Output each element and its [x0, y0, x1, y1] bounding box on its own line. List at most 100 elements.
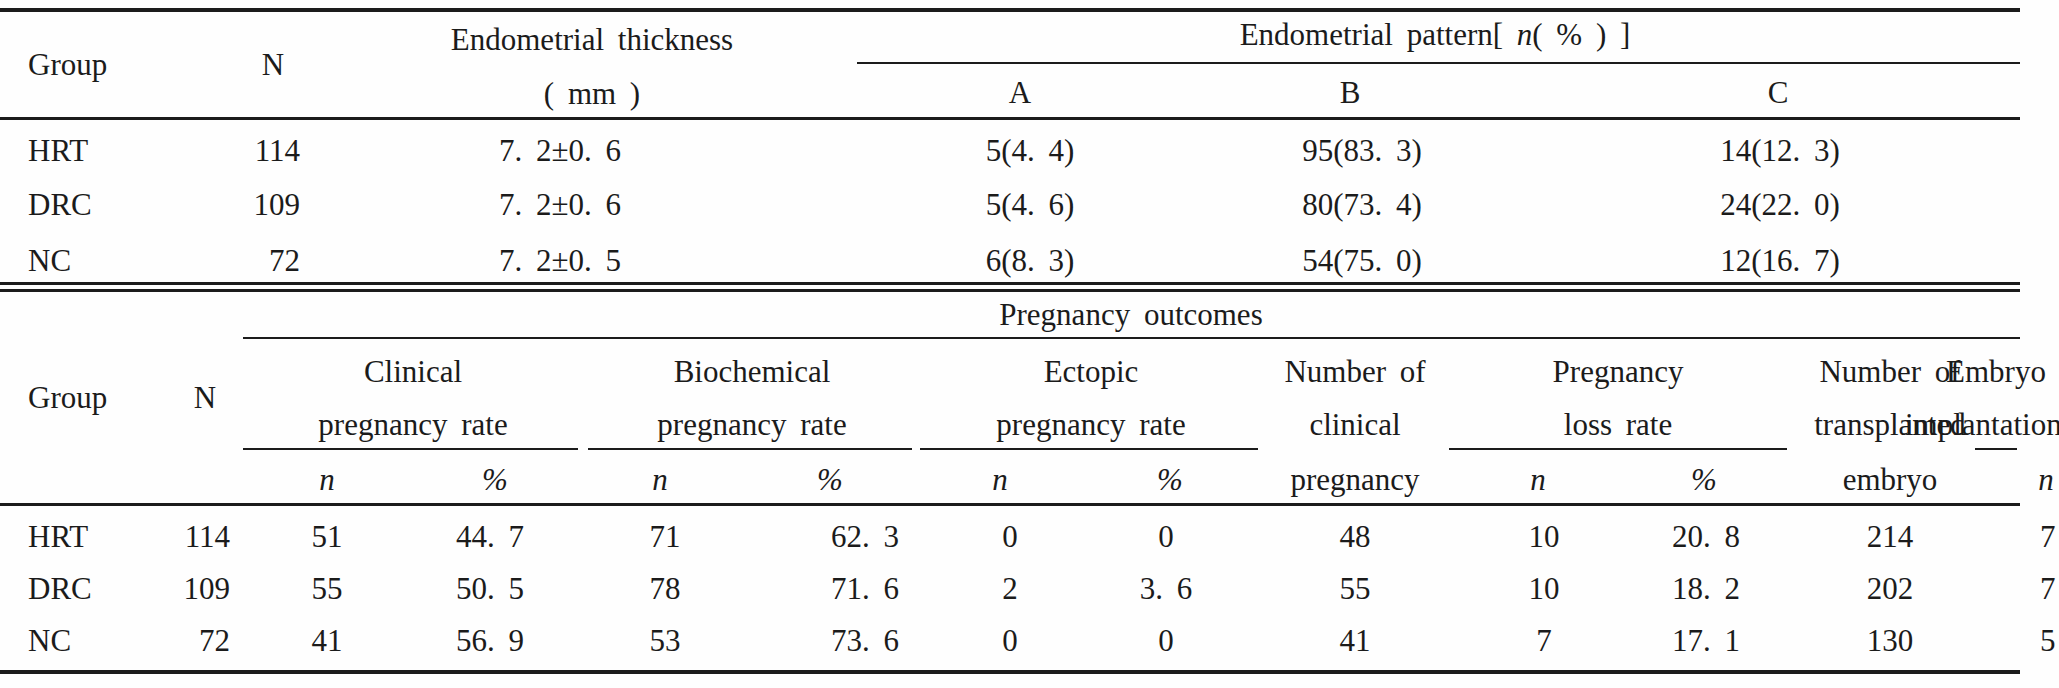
- t2-row-biochemical-pct: 73. 6: [831, 625, 899, 656]
- t2-row-clinical-pct: 44. 7: [456, 521, 524, 552]
- t2-row-biochemical-n: 78: [650, 573, 681, 604]
- t2-ectopic-header-line2: pregnancy rate: [996, 409, 1185, 440]
- t2-ectopic-rule: [920, 448, 1258, 450]
- t1-row-pattern-a: 5(4. 6): [986, 189, 1075, 220]
- t2-row-clinical-n: 41: [312, 625, 343, 656]
- t2-n-header: N: [194, 382, 216, 413]
- t2-bottom-rule: [0, 670, 2020, 674]
- t2-implantation-n-subheader: n: [2038, 464, 2054, 495]
- t2-transplanted-header-line1: Number of: [1819, 356, 1960, 387]
- t1-row-group: HRT: [28, 135, 88, 166]
- t2-clinical-rule: [243, 448, 578, 450]
- t2-row-implantation-clipped: 5: [2040, 625, 2056, 656]
- t2-row-clinical-pct: 50. 5: [456, 573, 524, 604]
- t1-thickness-header-line1: Endometrial thickness: [451, 24, 733, 55]
- t1-row-pattern-b: 80(73. 4): [1302, 189, 1422, 220]
- t2-row-group: NC: [28, 625, 71, 656]
- t2-group-header: Group: [28, 382, 107, 413]
- t2-row-implantation-clipped: 7: [2040, 573, 2056, 604]
- t2-row-num-clinical: 55: [1340, 573, 1371, 604]
- t2-row-clinical-n: 55: [312, 573, 343, 604]
- t2-loss-header-line1: Pregnancy: [1553, 356, 1684, 387]
- t1-row-pattern-a: 6(8. 3): [986, 245, 1075, 276]
- t1-col-b-header: B: [1340, 77, 1361, 108]
- t2-biochemical-pct-subheader: %: [817, 464, 843, 495]
- t1-header-bottom-rule: [0, 117, 2020, 120]
- t2-row-num-clinical: 48: [1340, 521, 1371, 552]
- t2-row-loss-pct: 20. 8: [1672, 521, 1740, 552]
- t1-row-group: DRC: [28, 189, 92, 220]
- t2-ectopic-header-line1: Ectopic: [1044, 356, 1139, 387]
- t2-num-clinical-header-line3: pregnancy: [1290, 464, 1419, 495]
- t2-row-loss-pct: 18. 2: [1672, 573, 1740, 604]
- t2-row-n: 114: [185, 521, 230, 552]
- t1-col-c-header: C: [1768, 77, 1789, 108]
- t1-row-pattern-a: 5(4. 4): [986, 135, 1075, 166]
- t2-implantation-rule: [1975, 448, 2017, 450]
- t2-ectopic-pct-subheader: %: [1157, 464, 1183, 495]
- t2-clinical-pct-subheader: %: [482, 464, 508, 495]
- t1-row-n: 109: [254, 189, 301, 220]
- t1-bottom-double-rule-a: [0, 282, 2020, 285]
- t2-clinical-n-subheader: n: [319, 464, 335, 495]
- t2-row-biochemical-pct: 71. 6: [831, 573, 899, 604]
- t1-row-thickness: 7. 2±0. 6: [499, 135, 621, 166]
- t2-row-ectopic-pct: 3. 6: [1140, 573, 1193, 604]
- t2-outcomes-spanner-rule: [243, 337, 2020, 339]
- t2-row-ectopic-pct: 0: [1158, 625, 1174, 656]
- t1-row-pattern-c: 14(12. 3): [1720, 135, 1840, 166]
- t2-row-biochemical-n: 71: [650, 521, 681, 552]
- t1-col-a-header: A: [1009, 77, 1031, 108]
- t1-thickness-header-line2: ( mm ): [544, 78, 640, 109]
- t2-row-implantation-clipped: 7: [2040, 521, 2056, 552]
- t2-clinical-header-line2: pregnancy rate: [318, 409, 507, 440]
- t1-bottom-double-rule-b: [0, 289, 2020, 292]
- t2-num-clinical-header-line2: clinical: [1309, 409, 1400, 440]
- t1-row-pattern-c: 12(16. 7): [1720, 245, 1840, 276]
- t2-row-transplanted: 130: [1867, 625, 1914, 656]
- t2-row-ectopic-pct: 0: [1158, 521, 1174, 552]
- scanned-paper-table: Group N Endometrial thickness ( mm ) End…: [0, 0, 2059, 688]
- t1-row-thickness: 7. 2±0. 5: [499, 245, 621, 276]
- t1-row-n: 72: [269, 245, 300, 276]
- t2-row-loss-pct: 17. 1: [1672, 625, 1740, 656]
- t1-top-rule: [0, 8, 2020, 12]
- t2-biochemical-header-line1: Biochemical: [674, 356, 831, 387]
- t1-pattern-spanner-header: Endometrial pattern[ n( % ) ]: [1240, 19, 1631, 50]
- t2-row-clinical-n: 51: [312, 521, 343, 552]
- t1-group-header: Group: [28, 49, 107, 80]
- t2-row-transplanted: 214: [1867, 521, 1914, 552]
- t2-implantation-header-line1: Embryo: [1946, 356, 2046, 387]
- t2-row-group: DRC: [28, 573, 92, 604]
- t1-pattern-spanner-rule: [857, 62, 2020, 64]
- t2-header-bottom-rule: [0, 503, 2020, 506]
- t2-num-clinical-header-line1: Number of: [1284, 356, 1425, 387]
- t2-ectopic-n-subheader: n: [992, 464, 1008, 495]
- t1-n-header: N: [262, 49, 284, 80]
- t2-row-loss-n: 7: [1536, 625, 1552, 656]
- t2-row-n: 72: [199, 625, 230, 656]
- t1-row-group: NC: [28, 245, 71, 276]
- t2-outcomes-spanner: Pregnancy outcomes: [999, 299, 1262, 330]
- t2-row-clinical-pct: 56. 9: [456, 625, 524, 656]
- t2-row-biochemical-pct: 62. 3: [831, 521, 899, 552]
- t2-loss-header-line2: loss rate: [1564, 409, 1672, 440]
- t2-row-group: HRT: [28, 521, 88, 552]
- t2-biochemical-header-line2: pregnancy rate: [657, 409, 846, 440]
- t2-row-loss-n: 10: [1529, 521, 1560, 552]
- t2-row-ectopic-n: 2: [1002, 573, 1018, 604]
- t1-row-pattern-b: 95(83. 3): [1302, 135, 1422, 166]
- t1-row-thickness: 7. 2±0. 6: [499, 189, 621, 220]
- t2-biochemical-rule: [588, 448, 912, 450]
- t2-implantation-header-line2: implantation r: [1905, 409, 2059, 440]
- t2-clinical-header-line1: Clinical: [364, 356, 462, 387]
- t2-row-ectopic-n: 0: [1002, 625, 1018, 656]
- t2-loss-rule: [1449, 448, 1787, 450]
- t2-row-ectopic-n: 0: [1002, 521, 1018, 552]
- t2-transplanted-header-line3: embryo: [1843, 464, 1938, 495]
- t1-row-n: 114: [255, 135, 300, 166]
- t1-row-pattern-c: 24(22. 0): [1720, 189, 1840, 220]
- t2-loss-pct-subheader: %: [1691, 464, 1717, 495]
- t2-row-n: 109: [184, 573, 231, 604]
- t2-row-num-clinical: 41: [1340, 625, 1371, 656]
